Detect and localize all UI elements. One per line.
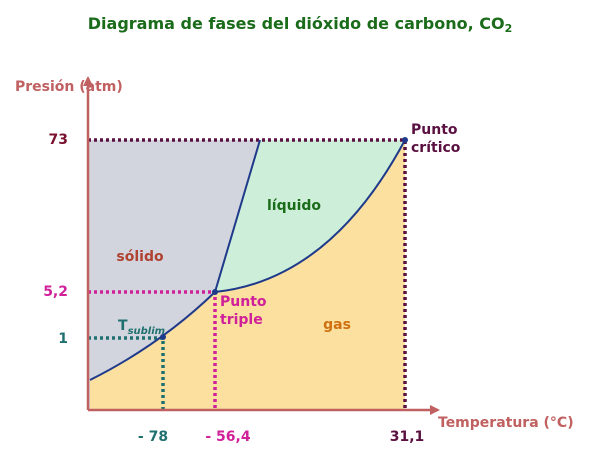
critical-point [402,137,408,143]
critical-label: Punto [411,122,458,138]
gas-label: gas [323,317,351,333]
x-tick-label: - 56,4 [205,429,250,445]
triple-point [212,289,218,295]
sublimation-label: Tsublim [118,318,165,337]
melting-curve [214,139,261,293]
title: Diagrama de fases del dióxido de carbono… [88,14,512,36]
critical-label: crítico [411,140,461,156]
y-tick-label: 1 [58,331,68,347]
triple-label: Punto [220,294,267,310]
sublimation-curve [89,291,216,381]
phase-curves [89,139,406,381]
y-tick-label: 5,2 [43,284,68,300]
x-tick-label: - 78 [138,429,168,445]
triple-label: triple [220,312,263,328]
gas-region [90,140,405,410]
sublimation-point [160,334,166,340]
liquid-label: líquido [267,198,321,214]
vaporization-curve [214,139,406,293]
solid-label: sólido [116,249,164,265]
x-tick-label: 31,1 [390,429,425,445]
y-axis-label: Presión (atm) [15,79,123,95]
y-tick-label: 73 [49,132,68,148]
x-axis-label: Temperatura (°C) [438,415,574,431]
liquid-region [215,140,405,292]
